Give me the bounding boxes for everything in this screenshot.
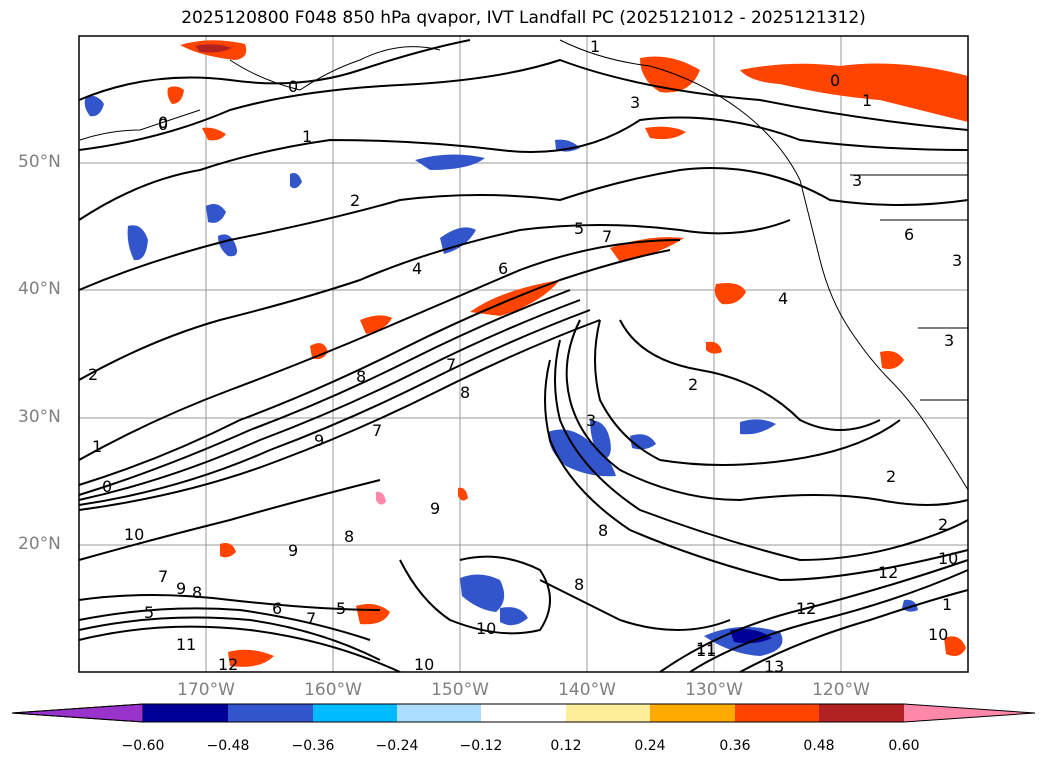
colorbar-tick-label: −0.36	[291, 738, 335, 754]
contour-label: 8	[344, 527, 354, 546]
contour-label: 11	[696, 641, 716, 660]
lon-label-160w: 160°W	[304, 680, 362, 700]
contour-label: 9	[430, 499, 440, 518]
lat-label-30n: 30°N	[18, 407, 61, 427]
contour-label: 1	[92, 437, 102, 456]
map-title: 2025120800 F048 850 hPa qvapor, IVT Land…	[181, 8, 866, 28]
lon-label-170w: 170°W	[177, 680, 235, 700]
colorbar	[11, 703, 1036, 723]
colorbar-bin	[650, 704, 735, 722]
map-border	[78, 35, 969, 673]
colorbar-tick-label: 0.60	[888, 738, 920, 754]
contour-label: 8	[598, 521, 608, 540]
contour-label: 2	[938, 515, 948, 534]
contour-label: 9	[176, 579, 186, 598]
colorbar-bin	[143, 704, 228, 722]
contour-label: 2	[886, 467, 896, 486]
contour-label: 8	[356, 367, 366, 386]
contour-label: 12	[796, 599, 816, 618]
lon-label-120w: 120°W	[812, 680, 870, 700]
colorbar-tick-label: −0.12	[459, 738, 503, 754]
contour-label: 11	[176, 635, 196, 654]
contour-label: 8	[574, 575, 584, 594]
colorbar-bin	[819, 704, 904, 722]
contour-label: 1	[942, 595, 952, 614]
colorbar-bin	[228, 704, 313, 722]
contour-label: 3	[944, 331, 954, 350]
contour-label: 7	[372, 421, 382, 440]
contour-label: 9	[314, 431, 324, 450]
contour-label: 10	[938, 549, 958, 568]
contour-label: 8	[460, 383, 470, 402]
lon-label-150w: 150°W	[431, 680, 489, 700]
colorbar-tick-label: 0.48	[803, 738, 835, 754]
colorbar-extend-low	[11, 703, 144, 723]
contour-label: 4	[412, 259, 422, 278]
contour-label: 9	[288, 541, 298, 560]
contour-label: 5	[336, 599, 346, 618]
contour-label: 4	[778, 289, 788, 308]
contour-label: 10	[476, 619, 496, 638]
contour-label: 1	[302, 127, 312, 146]
contour-label: 7	[446, 355, 456, 374]
contour-label: 12	[218, 655, 238, 674]
lon-label-130w: 130°W	[685, 680, 743, 700]
contour-label: 7	[306, 609, 316, 628]
contour-label: 8	[192, 583, 202, 602]
colorbar-bin	[735, 704, 819, 722]
contour-label: 5	[144, 603, 154, 622]
contour-label: 0	[288, 77, 298, 96]
contour-labels: 0 1 3 0 1 0 1 2 3 4 5 6 7 3 6 4 7 8 8 7 …	[88, 37, 962, 676]
contour-label: 12	[796, 599, 816, 618]
contour-label: 0	[158, 115, 168, 134]
contour-label: 3	[952, 251, 962, 270]
ivt-contours	[78, 39, 969, 673]
contour-label: 7	[158, 567, 168, 586]
contour-label: 11	[696, 639, 716, 658]
contour-label: 0	[158, 113, 168, 132]
contour-label: 3	[852, 171, 862, 190]
colorbar-tick-label: −0.48	[206, 738, 250, 754]
colorbar-bin	[313, 704, 397, 722]
contour-label: 6	[498, 259, 508, 278]
contour-label: 0	[830, 71, 840, 90]
colorbar-tick-label: −0.24	[375, 738, 419, 754]
contour-label: 6	[904, 225, 914, 244]
contour-label: 2	[688, 375, 698, 394]
qvapor-shading	[84, 40, 968, 667]
contour-label: 0	[102, 477, 112, 496]
coastlines	[79, 39, 969, 491]
contour-label: 10	[124, 525, 144, 544]
colorbar-tick-label: 0.24	[634, 738, 666, 754]
colorbar-bin	[481, 704, 566, 722]
lat-label-20n: 20°N	[18, 534, 61, 554]
contour-label: 3	[586, 411, 596, 430]
contour-label: 1	[862, 91, 872, 110]
colorbar-extend-high	[904, 704, 1035, 722]
contour-label: 10	[928, 625, 948, 644]
contour-label: 3	[630, 93, 640, 112]
lon-label-140w: 140°W	[558, 680, 616, 700]
contour-label: 13	[764, 657, 784, 676]
colorbar-tick-label: −0.60	[121, 738, 165, 754]
contour-label: 12	[878, 563, 898, 582]
colorbar-bin	[566, 704, 650, 722]
contour-label: 2	[88, 365, 98, 384]
contour-label: 10	[414, 655, 434, 674]
colorbar-tick-label: 0.12	[550, 738, 582, 754]
lat-label-50n: 50°N	[18, 152, 61, 172]
colorbar-bin	[397, 704, 481, 722]
contour-label: 1	[590, 37, 600, 56]
contour-label: 7	[602, 227, 612, 246]
lat-label-40n: 40°N	[18, 279, 61, 299]
colorbar-tick-label: 0.36	[719, 738, 751, 754]
contour-label: 2	[350, 191, 360, 210]
contour-label: 6	[272, 599, 282, 618]
contour-label: 5	[574, 219, 584, 238]
